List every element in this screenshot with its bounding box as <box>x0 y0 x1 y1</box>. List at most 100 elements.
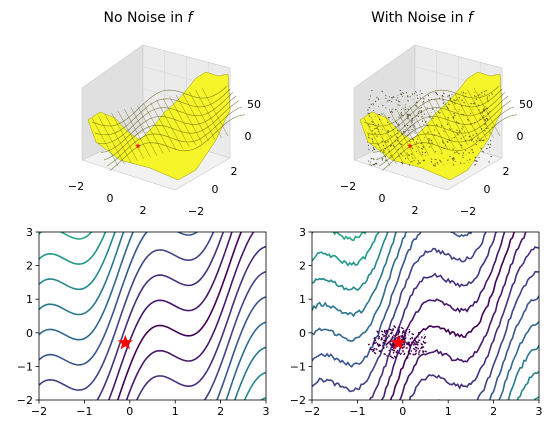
right-plot-title: With Noise in f <box>371 10 475 26</box>
contour-line <box>390 232 515 400</box>
y-tick-label: −1 <box>17 360 33 373</box>
mesh-line <box>402 107 430 156</box>
y-tick-label: −1 <box>290 360 306 373</box>
z-tick-label: 50 <box>247 98 261 111</box>
contour-line <box>312 232 367 242</box>
x-tick-label: 0 <box>379 192 386 205</box>
mesh-ridge <box>363 85 500 127</box>
mesh-line <box>389 110 417 160</box>
contour-lines <box>39 232 266 435</box>
contour-line <box>39 232 107 265</box>
x-tick-label: 0 <box>126 405 133 418</box>
mesh-line <box>182 93 209 142</box>
contour-line <box>312 232 407 343</box>
contour-line <box>408 246 539 400</box>
mesh-ridge <box>94 88 231 136</box>
mesh-line <box>460 91 488 140</box>
x-tick-label: −2 <box>304 405 320 418</box>
surface-mesh <box>87 71 246 181</box>
mesh-line <box>98 116 125 165</box>
surface-noise <box>367 89 493 167</box>
y-tick-label: 0 <box>212 183 219 196</box>
contour-line <box>259 396 266 400</box>
y-tick-label: 0 <box>484 183 491 196</box>
mesh-ridge <box>369 92 506 144</box>
z-tick-label: 50 <box>519 98 533 111</box>
contour-line <box>96 232 225 400</box>
mesh-line <box>150 101 177 151</box>
mesh-line <box>434 98 462 147</box>
contour-line <box>312 232 380 267</box>
contour-line <box>498 321 539 400</box>
y-tick-label: 1 <box>299 293 306 306</box>
contour-line <box>234 346 266 400</box>
mesh-ridge <box>103 100 240 161</box>
mesh-line <box>201 87 229 137</box>
contour-line <box>488 295 539 400</box>
mesh-line <box>111 112 138 161</box>
contour-line <box>135 245 266 400</box>
y-tick-label: 2 <box>231 165 238 178</box>
contour-line <box>39 232 134 341</box>
y-tick-label: 3 <box>26 226 33 239</box>
contour-line <box>107 232 233 400</box>
x-tick-label: 2 <box>490 405 497 418</box>
surface-fill <box>359 71 503 181</box>
mesh-line <box>363 117 391 167</box>
contour-line <box>116 232 243 400</box>
y-tick-label: 3 <box>299 226 306 239</box>
left-plot-title: No Noise in f <box>104 10 195 26</box>
y-tick-label: −2 <box>17 394 33 407</box>
contour-plot-with-noise: −2 −1 0 1 2 3 −2 −1 0 1 2 3 <box>290 226 543 435</box>
y-tick-label: 2 <box>299 260 306 273</box>
y-tick-label: 2 <box>26 260 33 273</box>
contour-line <box>430 270 539 400</box>
x-tick-label: −2 <box>31 405 47 418</box>
minimum-star-marker-3d <box>407 143 413 149</box>
contour-line <box>381 232 506 400</box>
mesh-line <box>137 105 164 154</box>
y-tick-label: −2 <box>460 205 476 218</box>
mesh-line <box>175 94 203 144</box>
mesh-ridge <box>378 106 515 167</box>
contour-line <box>225 321 266 400</box>
mesh-line <box>383 112 410 161</box>
mesh-ridge <box>366 88 503 136</box>
x-tick-label: 3 <box>263 405 270 418</box>
x-tick-label: −1 <box>349 405 365 418</box>
y-tick-label: 2 <box>503 165 510 178</box>
mesh-ridge <box>100 95 237 153</box>
mesh-line <box>188 91 216 140</box>
x-tick-label: 1 <box>445 405 452 418</box>
y-tick-label: 0 <box>26 327 33 340</box>
contour-line <box>312 232 397 318</box>
contour-line <box>312 422 539 435</box>
minimum-star-marker-3d <box>135 143 141 149</box>
minimum-star-marker <box>117 334 133 350</box>
x-tick-label: −1 <box>76 405 92 418</box>
mesh-ridge <box>381 114 518 172</box>
mesh-line <box>473 87 501 137</box>
mesh-line <box>169 96 196 145</box>
contour-line <box>39 232 199 366</box>
x-tick-label: 3 <box>536 405 543 418</box>
mesh-line <box>162 98 190 147</box>
contour-line <box>312 232 473 368</box>
contour-line <box>39 423 266 435</box>
mesh-line <box>91 117 119 167</box>
mesh-line <box>130 107 158 156</box>
x-tick-label: −2 <box>340 180 356 193</box>
contour-line <box>39 232 125 316</box>
contour-line <box>312 232 487 393</box>
y-tick-label: 1 <box>26 293 33 306</box>
x-tick-label: 1 <box>172 405 179 418</box>
mesh-line <box>370 116 397 165</box>
x-tick-label: −2 <box>68 180 84 193</box>
contour-line <box>203 270 266 400</box>
contour-line <box>125 232 255 400</box>
mesh-line <box>422 101 449 151</box>
plot-frame <box>311 231 540 401</box>
contour-plot-no-noise: −2 −1 0 1 2 3 −2 −1 0 1 2 3 <box>17 226 270 435</box>
